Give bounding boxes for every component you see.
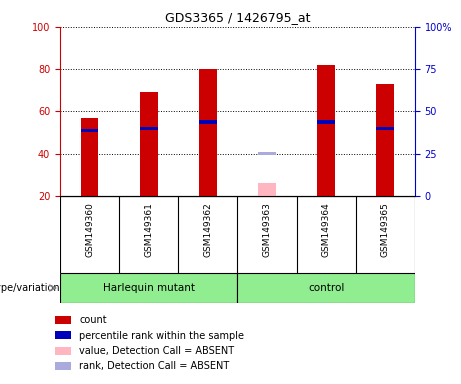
Text: GSM149365: GSM149365: [381, 202, 390, 257]
Text: percentile rank within the sample: percentile rank within the sample: [79, 331, 244, 341]
Bar: [199, 69, 217, 196]
Bar: [81, 129, 98, 132]
Bar: [377, 84, 394, 196]
Text: GSM149364: GSM149364: [322, 202, 331, 257]
Bar: [55, 316, 71, 324]
Bar: [317, 120, 335, 124]
Bar: [60, 273, 237, 303]
Bar: [55, 347, 71, 355]
Text: control: control: [308, 283, 344, 293]
Bar: [377, 127, 394, 130]
Text: GSM149363: GSM149363: [262, 202, 272, 257]
Bar: [237, 273, 415, 303]
Text: rank, Detection Call = ABSENT: rank, Detection Call = ABSENT: [79, 361, 230, 371]
Text: GSM149360: GSM149360: [85, 202, 94, 257]
Bar: [317, 65, 335, 196]
Bar: [258, 183, 276, 196]
Bar: [55, 362, 71, 370]
Text: GSM149361: GSM149361: [144, 202, 153, 257]
Text: value, Detection Call = ABSENT: value, Detection Call = ABSENT: [79, 346, 235, 356]
Bar: [199, 120, 217, 124]
Bar: [140, 92, 158, 196]
Text: GSM149362: GSM149362: [203, 202, 213, 257]
Bar: [81, 118, 98, 196]
Text: count: count: [79, 315, 107, 325]
Bar: [258, 152, 276, 155]
Text: Harlequin mutant: Harlequin mutant: [103, 283, 195, 293]
Bar: [55, 331, 71, 339]
Title: GDS3365 / 1426795_at: GDS3365 / 1426795_at: [165, 11, 310, 24]
Bar: [140, 127, 158, 130]
Text: genotype/variation: genotype/variation: [0, 283, 60, 293]
